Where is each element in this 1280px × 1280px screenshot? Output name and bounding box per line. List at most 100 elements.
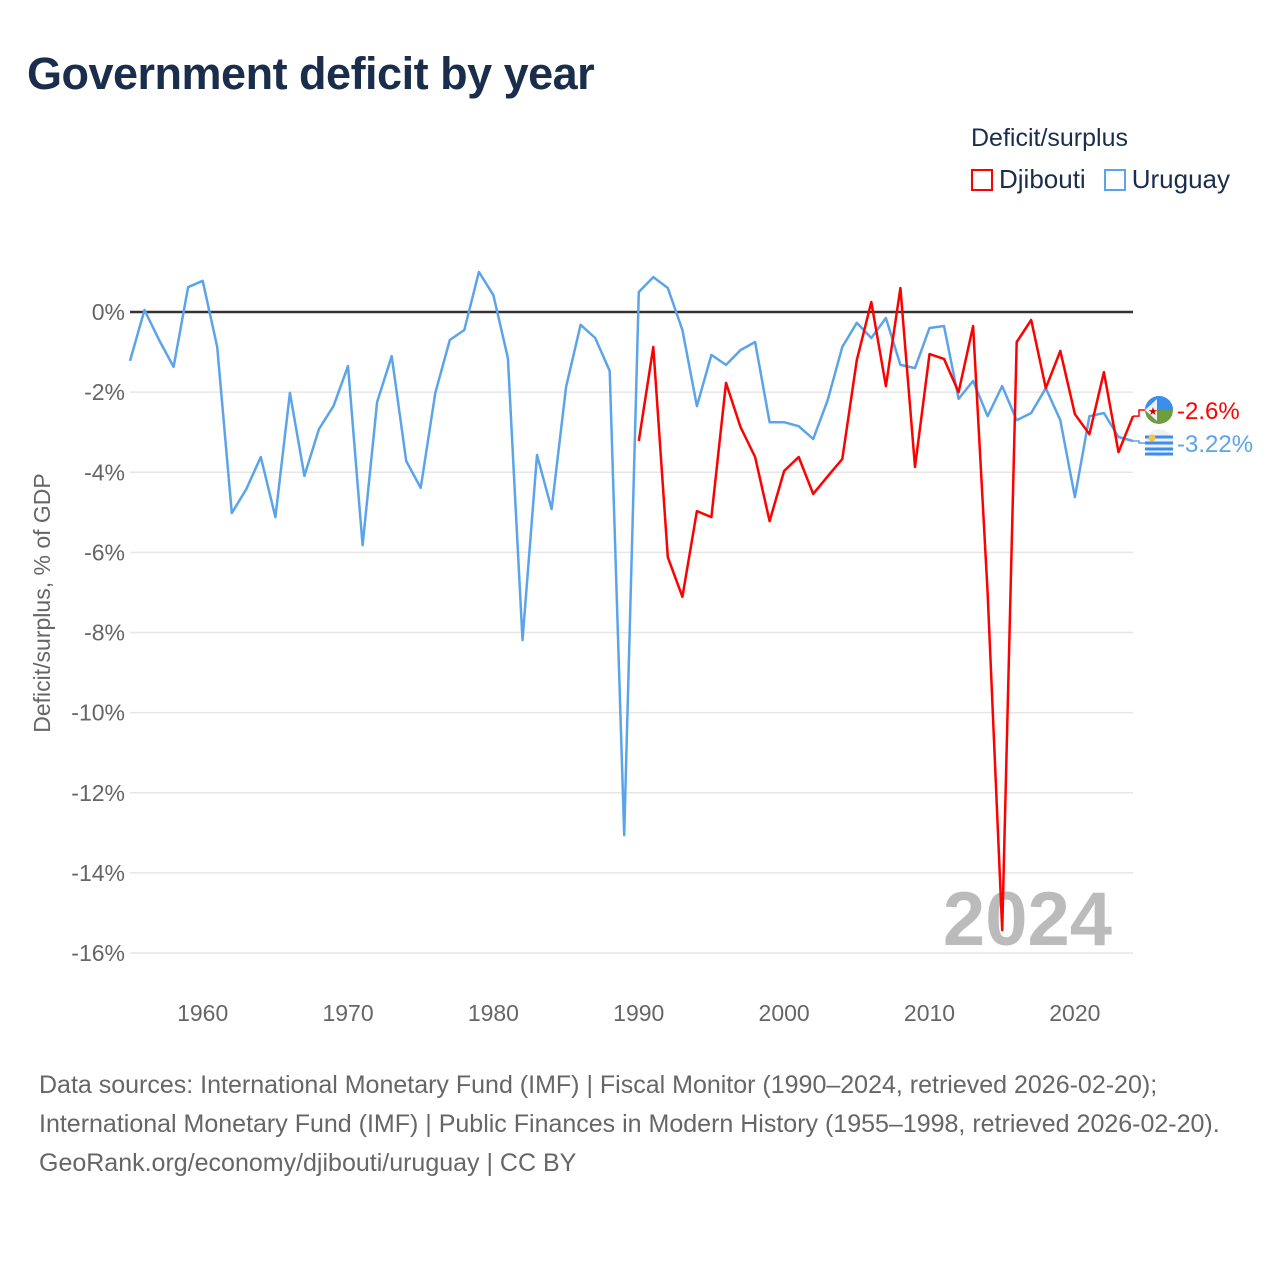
data-point-uruguay (1101, 410, 1107, 416)
series-line-uruguay (128, 270, 1134, 837)
data-point-uruguay (447, 337, 453, 343)
data-point-uruguay (926, 325, 932, 331)
legend-label-djibouti: Djibouti (999, 164, 1086, 194)
data-point-uruguay (345, 363, 351, 369)
data-point-djibouti (738, 424, 744, 430)
data-point-uruguay (912, 365, 918, 371)
data-point-uruguay (490, 292, 496, 298)
y-tick-label: -16% (71, 940, 125, 966)
data-point-uruguay (825, 397, 831, 403)
data-point-djibouti (781, 468, 787, 474)
data-point-uruguay (156, 337, 162, 343)
data-point-djibouti (650, 344, 656, 350)
legend-swatch-djibouti (971, 168, 993, 191)
x-tick-label: 1990 (613, 1000, 664, 1026)
y-tick-label: -12% (71, 780, 125, 806)
legend-swatch-uruguay (1103, 168, 1126, 191)
data-point-uruguay (214, 344, 220, 350)
data-point-uruguay (1028, 410, 1034, 416)
data-point-djibouti (1043, 385, 1049, 391)
data-point-uruguay (171, 364, 177, 370)
data-point-uruguay (505, 355, 511, 361)
credit-link[interactable]: GeoRank.org/economy/djibouti/uruguay | C… (39, 1149, 577, 1177)
data-point-uruguay (679, 327, 685, 333)
data-point-djibouti (839, 456, 845, 462)
data-point-uruguay (1072, 494, 1078, 500)
djibouti-flag-triangle (1145, 399, 1157, 421)
y-tick-label: -2% (84, 379, 125, 405)
data-point-djibouti (723, 380, 729, 386)
data-point-uruguay (796, 423, 802, 429)
data-point-uruguay (127, 358, 133, 364)
data-point-uruguay (1086, 413, 1092, 419)
y-tick-label: -14% (71, 860, 125, 886)
end-label-djibouti: -2.6% (1177, 398, 1240, 425)
data-point-djibouti (767, 518, 773, 524)
x-tick-label: 2000 (759, 1000, 810, 1026)
data-point-uruguay (534, 452, 540, 458)
legend-item-uruguay[interactable]: Uruguay (1103, 164, 1230, 195)
y-tick-label: -4% (84, 459, 125, 485)
data-point-djibouti (897, 285, 903, 291)
data-point-uruguay (301, 473, 307, 479)
data-point-djibouti (1072, 411, 1078, 417)
data-point-djibouti (796, 454, 802, 460)
data-point-uruguay (854, 320, 860, 326)
data-point-uruguay (331, 403, 337, 409)
data-point-djibouti (956, 389, 962, 395)
data-point-uruguay (1057, 417, 1063, 423)
chart-area: 0% -2% -4% -6% -8% -10% -12% -14% -16% 2024 1960 19… (29, 269, 1253, 1026)
data-point-uruguay (287, 390, 293, 396)
data-point-djibouti (679, 594, 685, 600)
data-point-uruguay (752, 339, 758, 345)
data-point-uruguay (941, 323, 947, 329)
data-point-uruguay (316, 426, 322, 432)
data-point-uruguay (956, 396, 962, 402)
data-point-djibouti (694, 508, 700, 514)
data-point-uruguay (665, 285, 671, 291)
data-point-uruguay (985, 413, 991, 419)
x-tick-label: 1970 (322, 1000, 373, 1026)
data-point-uruguay (767, 419, 773, 425)
data-point-djibouti (1101, 369, 1107, 375)
data-point-djibouti (926, 351, 932, 357)
data-point-uruguay (810, 436, 816, 442)
data-point-djibouti (708, 514, 714, 520)
data-point-djibouti (941, 356, 947, 362)
data-point-djibouti (985, 589, 991, 595)
data-point-djibouti (970, 323, 976, 329)
data-point-uruguay (578, 322, 584, 328)
djibouti-flag-star: ★ (1148, 406, 1158, 418)
data-point-djibouti (1086, 431, 1092, 437)
legend-title: Deficit/surplus (971, 124, 1128, 152)
data-point-uruguay (374, 399, 380, 405)
data-point-uruguay (258, 454, 264, 460)
data-point-uruguay (549, 506, 555, 512)
chart-title: Government deficit by year (27, 48, 595, 99)
data-point-uruguay (519, 637, 525, 643)
data-sources: Data sources: International Monetary Fun… (39, 1071, 1220, 1138)
legend-item-djibouti[interactable]: Djibouti (971, 164, 1086, 195)
data-point-uruguay (999, 383, 1005, 389)
data-point-djibouti (912, 464, 918, 470)
uruguay-flag-stripe (1145, 435, 1173, 439)
uruguay-flag-stripe (1145, 441, 1173, 445)
data-point-uruguay (389, 353, 395, 359)
x-tick-label: 1980 (468, 1000, 519, 1026)
data-point-djibouti (752, 454, 758, 460)
data-point-uruguay (476, 269, 482, 275)
end-label-uruguay: -3.22% (1177, 431, 1253, 458)
data-point-uruguay (243, 486, 249, 492)
y-tick-label: -8% (84, 620, 125, 646)
data-point-uruguay (185, 284, 191, 290)
data-point-djibouti (1028, 317, 1034, 323)
data-point-djibouti (868, 299, 874, 305)
data-point-uruguay (839, 344, 845, 350)
uruguay-flag-sun (1148, 434, 1156, 442)
data-point-uruguay (694, 403, 700, 409)
data-point-uruguay (607, 368, 613, 374)
x-tick-label: 1960 (177, 1000, 228, 1026)
data-point-uruguay (723, 362, 729, 368)
year-watermark: 2024 (943, 877, 1112, 962)
data-point-uruguay (708, 352, 714, 358)
